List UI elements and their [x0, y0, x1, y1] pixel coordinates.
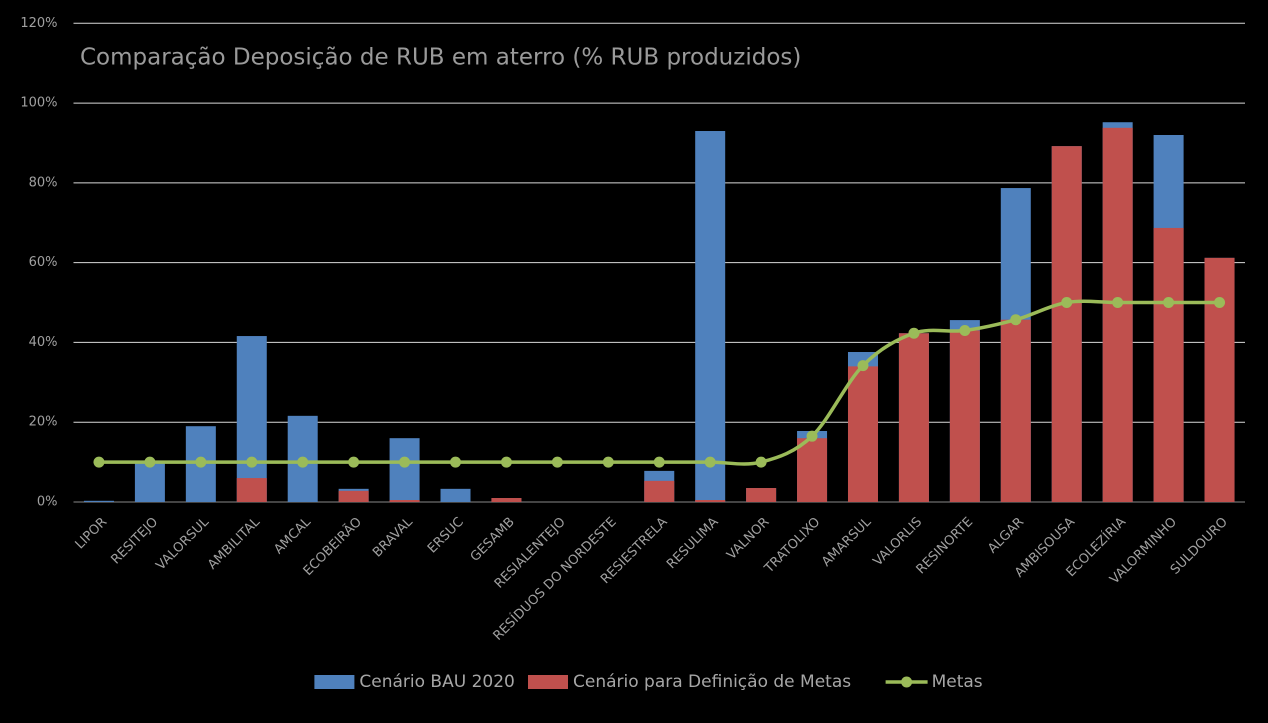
y-tick-label: 60% — [29, 255, 58, 270]
line-marker — [806, 430, 818, 442]
legend-label: Metas — [932, 672, 983, 692]
bar — [236, 336, 267, 502]
y-tick-label: 120% — [20, 16, 57, 31]
bar — [440, 488, 471, 502]
y-tick-label: 40% — [29, 335, 58, 350]
line-marker — [1061, 297, 1073, 309]
line — [98, 299, 1220, 466]
line-marker — [653, 456, 665, 468]
bar — [797, 438, 828, 502]
line-marker — [500, 456, 512, 468]
x-tick-label: AMARSUL — [819, 514, 875, 570]
legend-marker — [901, 676, 913, 688]
y-tick-label: 100% — [20, 96, 57, 111]
bar — [746, 488, 777, 502]
bar — [847, 366, 878, 502]
x-tick-label: VALNOR — [724, 515, 772, 563]
line-marker — [908, 327, 920, 339]
x-tick-label: RESITEJO — [108, 515, 161, 568]
x-tick-label: BRAVAL — [370, 514, 416, 560]
bar — [1102, 127, 1133, 503]
bar — [695, 500, 726, 502]
line-marker — [93, 456, 105, 468]
x-tick-label: VALORLIS — [871, 515, 926, 570]
bar — [1204, 257, 1235, 502]
bar — [236, 478, 267, 502]
line-marker — [755, 456, 767, 468]
legend-label: Cenário para Definição de Metas — [573, 672, 851, 692]
legend-swatch — [528, 675, 568, 689]
line-marker — [246, 456, 258, 468]
line-marker — [195, 456, 207, 468]
line-marker — [450, 456, 462, 468]
line-marker — [1163, 297, 1175, 309]
x-tick-label: RESULIMA — [664, 515, 721, 572]
bar — [1153, 227, 1184, 502]
bar — [644, 480, 675, 502]
bar — [491, 498, 522, 502]
x-tick-label: ERSUC — [425, 515, 467, 557]
bar — [1051, 146, 1082, 503]
x-tick-label: AMBILITAL — [205, 514, 264, 573]
x-tick-label: GESAMB — [468, 515, 518, 565]
x-tick-label: ALGAR — [985, 515, 1027, 557]
line-marker — [551, 456, 563, 468]
bar — [83, 500, 114, 502]
chart-title: Comparação Deposição de RUB em aterro (%… — [80, 45, 801, 71]
bar — [1000, 319, 1031, 502]
y-tick-label: 20% — [29, 415, 58, 430]
y-tick-label: 0% — [37, 495, 58, 510]
line-marker — [144, 456, 156, 468]
legend: Cenário BAU 2020 Cenário para Definição d… — [314, 672, 983, 692]
line-marker — [959, 324, 971, 336]
x-tick-label: VALORSUL — [153, 514, 212, 573]
bar — [695, 131, 726, 502]
line-marker — [1112, 297, 1124, 309]
x-tick-label: AMCAL — [271, 514, 314, 557]
bar — [389, 438, 420, 502]
bar — [898, 333, 929, 502]
line-marker — [1010, 314, 1022, 326]
line-marker — [602, 456, 614, 468]
line-marker — [348, 456, 360, 468]
legend-label: Cenário BAU 2020 — [359, 672, 514, 692]
x-tick-label: LIPOR — [73, 515, 111, 553]
legend-swatch — [314, 675, 355, 689]
bar — [338, 490, 369, 502]
bar — [389, 500, 420, 502]
bar — [949, 330, 980, 502]
line-marker — [399, 456, 411, 468]
line-marker — [297, 456, 309, 468]
y-tick-label: 80% — [29, 175, 58, 190]
line-marker — [704, 456, 716, 468]
line-marker — [1214, 297, 1226, 309]
bar — [134, 462, 165, 502]
line-marker — [857, 360, 869, 372]
